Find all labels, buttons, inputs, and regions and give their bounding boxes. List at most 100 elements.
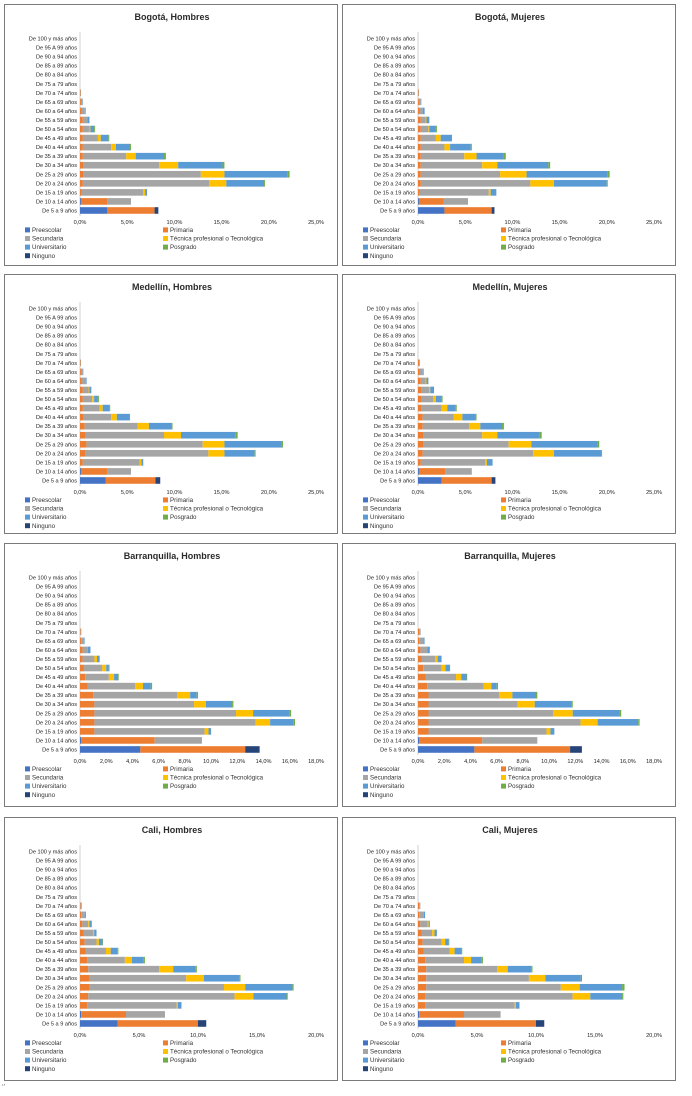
bar-segment-tecnica-profesional-o-tecnologica	[111, 413, 117, 421]
legend-label-ninguno: Ninguno	[370, 1066, 394, 1073]
y-tick-label: De 55 a 59 años	[374, 118, 415, 124]
bar-segment-primaria	[418, 682, 428, 690]
y-tick-label: De 15 a 19 años	[36, 729, 77, 735]
bar-segment-universitario	[480, 422, 503, 430]
bar-segment-tecnica-profesional-o-tecnologica	[546, 728, 551, 735]
y-tick-label: De 80 a 84 años	[374, 612, 415, 618]
bar-segment-posgrado	[475, 413, 477, 421]
bar-segment-primaria	[441, 477, 492, 484]
bar-segment-secundaria	[93, 691, 178, 699]
bar-segment-primaria	[80, 161, 84, 169]
bar-segment-tecnica-profesional-o-tecnologica	[528, 974, 546, 982]
y-tick-label: De 10 a 14 años	[374, 199, 415, 205]
legend-swatch-secundaria	[25, 236, 30, 241]
x-tick-label: 8,0%	[179, 759, 192, 765]
legend-swatch-tecnica-profesional-o-tecnologica	[163, 1049, 168, 1054]
x-tick-label: 0,0%	[412, 490, 425, 496]
legend-label-universitario: Universitario	[370, 514, 405, 521]
x-tick-label: 12,0%	[229, 759, 245, 765]
bar-segment-primaria	[80, 404, 83, 412]
legend-swatch-secundaria	[25, 506, 30, 511]
bar-segment-universitario	[515, 1002, 520, 1009]
bar-segment-tecnica-profesional-o-tecnologica	[453, 413, 463, 421]
bar-segment-secundaria	[428, 700, 518, 708]
y-tick-label: De 35 a 39 años	[36, 154, 77, 160]
bar-segment-secundaria	[428, 719, 581, 726]
bar-segment-universitario	[423, 911, 426, 919]
y-tick-label: De 95 A 99 años	[36, 859, 77, 865]
legend-label-universitario: Universitario	[370, 783, 405, 790]
bar-segment-secundaria	[419, 902, 421, 910]
bar-segment-primaria	[80, 709, 95, 717]
y-tick-label: De 50 a 54 años	[36, 397, 77, 403]
y-tick-label: De 35 a 39 años	[374, 424, 415, 430]
bar-segment-secundaria	[420, 152, 465, 160]
x-tick-label: 20,0%	[599, 220, 615, 226]
bar-segment-primaria	[80, 956, 88, 964]
y-tick-label: De 100 y más años	[367, 850, 415, 856]
x-tick-label: 10,0%	[166, 220, 182, 226]
y-tick-label: De 20 a 24 años	[36, 451, 77, 457]
bar-segment-universitario	[526, 170, 608, 178]
bar-segment-universitario	[106, 664, 109, 672]
bar-segment-secundaria	[107, 198, 131, 205]
y-tick-label: De 90 a 94 años	[374, 594, 415, 600]
bar-segment-universitario	[89, 386, 92, 394]
bar-segment-posgrado	[239, 974, 241, 982]
bar-segment-secundaria	[426, 983, 561, 991]
bar-segment-universitario	[427, 646, 430, 654]
legend-swatch-ninguno	[25, 1066, 30, 1072]
bar-segment-preescolar	[80, 737, 82, 744]
bar-segment-secundaria	[420, 459, 486, 466]
chart-title: Barranquilla, Mujeres	[464, 551, 556, 561]
x-tick-label: 25,0%	[646, 490, 662, 496]
bar-segment-secundaria	[83, 664, 103, 672]
legend-label-secundaria: Secundaria	[32, 506, 64, 513]
chart-panel-barranquilla-mujeres: Barranquilla, Mujeres De 100 y más años De…	[342, 543, 676, 807]
bar-segment-tecnica-profesional-o-tecnologica	[159, 965, 174, 973]
x-tick-label: 5,0%	[459, 220, 472, 226]
bar-segment-secundaria	[425, 993, 573, 1000]
bar-segment-tecnica-profesional-o-tecnologica	[517, 700, 535, 708]
y-tick-label: De 15 a 19 años	[374, 1003, 415, 1009]
legend-swatch-tecnica-profesional-o-tecnologica	[163, 236, 168, 241]
y-tick-label: De 40 a 44 años	[374, 958, 415, 964]
x-tick-label: 0,0%	[74, 759, 87, 765]
x-tick-label: 15,0%	[214, 490, 230, 496]
bar-segment-tecnica-profesional-o-tecnologica	[435, 134, 441, 142]
y-tick-label: De 65 a 69 años	[374, 913, 415, 919]
legend-swatch-universitario	[363, 244, 368, 250]
bar-segment-secundaria	[421, 655, 436, 663]
bar-segment-primaria	[80, 459, 83, 466]
legend-swatch-preescolar	[25, 227, 30, 233]
bar-segment-universitario	[94, 929, 97, 937]
x-tick-label: 0,0%	[74, 1033, 87, 1039]
x-tick-label: 14,0%	[594, 759, 610, 765]
bar-segment-primaria	[418, 450, 423, 457]
x-tick-label: 6,0%	[152, 759, 165, 765]
bar-segment-tecnica-profesional-o-tecnologica	[497, 965, 508, 973]
bar-segment-posgrado	[286, 993, 288, 1000]
bar-segment-secundaria	[82, 116, 88, 124]
bar-segment-primaria	[418, 965, 427, 973]
y-tick-label: De 5 a 9 años	[380, 747, 415, 753]
legend-label-ninguno: Ninguno	[32, 523, 56, 530]
legend-label-tecnica-profesional-o-tecnologica: Técnica profesional o Tecnológica	[170, 236, 264, 243]
bar-segment-secundaria	[427, 682, 484, 690]
bar-segment-secundaria	[420, 134, 436, 142]
bar-segment-universitario	[87, 646, 91, 654]
bar-segment-secundaria	[82, 386, 89, 394]
bar-segment-secundaria	[94, 728, 205, 735]
chart-title: Cali, Hombres	[142, 825, 203, 835]
bar-segment-universitario	[486, 459, 493, 466]
bar-segment-preescolar	[80, 746, 141, 753]
bar-segment-universitario	[89, 920, 92, 928]
bar-segment-secundaria	[81, 911, 85, 919]
bar-segment-tecnica-profesional-o-tecnologica	[572, 993, 591, 1000]
bar-segment-primaria	[418, 628, 420, 636]
legend-swatch-posgrado	[163, 514, 168, 520]
y-tick-label: De 30 a 34 años	[36, 163, 77, 169]
legend-label-ninguno: Ninguno	[32, 1066, 56, 1073]
bar-segment-posgrado	[109, 404, 111, 412]
legend-label-posgrado: Posgrado	[170, 244, 197, 251]
